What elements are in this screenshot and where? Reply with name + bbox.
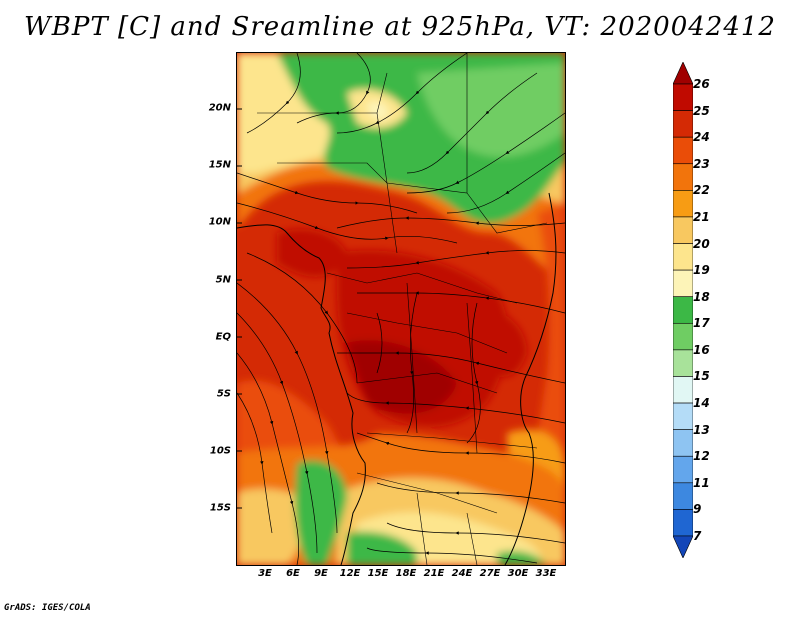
colorbar-cell	[673, 243, 693, 271]
colorbar	[673, 62, 693, 558]
colorbar-label: 14	[693, 396, 710, 411]
lon-label: 33E	[535, 568, 557, 579]
coastlines	[237, 192, 557, 565]
wbpt-field-map	[237, 53, 565, 565]
chart-title: WBPT [C] and Sreamline at 925hPa, VT: 20…	[24, 12, 776, 42]
colorbar-cell	[673, 269, 693, 298]
lat-label: 15N	[208, 159, 231, 171]
lat-label: 20N	[208, 102, 231, 114]
colorbar-bottom-triangle	[673, 535, 693, 558]
lon-label: 27E	[479, 568, 501, 579]
colorbar-cell	[673, 163, 693, 191]
colorbar-cell	[673, 136, 693, 165]
lon-label: 12E	[339, 568, 361, 579]
colorbar-label: 23	[693, 156, 710, 171]
colorbar-cell	[673, 83, 693, 111]
colorbar-cell	[673, 110, 693, 138]
colorbar-label: 17	[693, 316, 710, 331]
colorbar-label: 19	[693, 263, 710, 278]
colorbar-cell	[673, 482, 693, 510]
lat-label: 15S	[209, 502, 231, 514]
lon-label: 18E	[395, 568, 417, 579]
lon-label: 21E	[423, 568, 445, 579]
lon-label: 24E	[451, 568, 473, 579]
colorbar-cell	[673, 455, 693, 484]
colorbar-top-triangle	[673, 62, 693, 85]
colorbar-label: 11	[693, 475, 710, 490]
footer-credit: GrADS: IGES/COLA	[4, 603, 91, 613]
colorbar-label: 25	[693, 103, 710, 118]
colorbar-cell	[673, 296, 693, 324]
lon-label: 30E	[507, 568, 529, 579]
colorbar-label: 24	[693, 130, 710, 145]
colorbar-label: 20	[693, 236, 710, 251]
colorbar-cell	[673, 509, 693, 537]
lat-label: 5N	[215, 274, 231, 286]
colorbar-cell	[673, 429, 693, 457]
colorbar-label: 16	[693, 342, 710, 357]
colorbar-cell	[673, 402, 693, 430]
colorbar-cell	[673, 349, 693, 377]
colorbar-label: 15	[693, 369, 710, 384]
colorbar-label: 21	[693, 209, 710, 224]
graticule-ticks	[237, 108, 242, 509]
colorbar-label: 22	[693, 183, 710, 198]
colorbar-cell	[673, 190, 693, 218]
streamlines	[237, 53, 565, 565]
colorbar-label: 26	[693, 77, 710, 91]
lat-label: 10N	[208, 216, 231, 228]
colorbar-label: 18	[693, 289, 710, 304]
map-panel	[236, 52, 566, 566]
lat-label: 10S	[209, 445, 231, 457]
colorbar-cell	[673, 322, 693, 351]
lon-label: 9E	[314, 568, 328, 579]
colorbar-cell	[673, 376, 693, 404]
colorbar-cell	[673, 216, 693, 244]
colorbar-label: 13	[693, 422, 710, 437]
colorbar-label: 12	[693, 449, 710, 464]
lat-label: 5S	[216, 388, 231, 400]
lon-label: 15E	[367, 568, 389, 579]
colorbar-label: 9	[693, 502, 702, 517]
colorbar-label: 7	[693, 529, 702, 543]
lon-label: 3E	[258, 568, 272, 579]
lon-label: 6E	[286, 568, 300, 579]
lat-label: EQ	[215, 331, 231, 343]
